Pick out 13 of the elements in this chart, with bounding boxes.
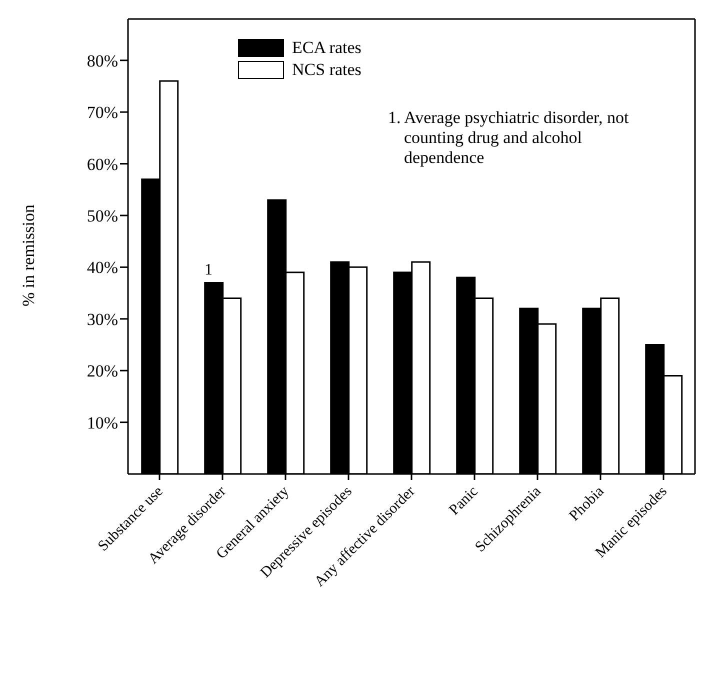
y-axis-title: % in remission [19,204,38,306]
annotation: 1. Average psychiatric disorder, not counting drug and alcohol dependence [388,108,630,168]
y-tick-label: 30% [86,310,118,329]
y-tick-label: 50% [86,206,118,226]
y-tick-label: 60% [86,154,118,174]
y-tick-label: 70% [86,103,118,122]
annotation: 1 [204,262,212,279]
y-tick-label: 20% [86,362,118,381]
y-tick-label: 10% [86,413,118,432]
y-tick-label: 40% [86,258,118,278]
y-tick-label: 80% [86,51,118,70]
legend-label: ECA rates [292,38,362,58]
legend-label: NCS rates [292,60,362,80]
